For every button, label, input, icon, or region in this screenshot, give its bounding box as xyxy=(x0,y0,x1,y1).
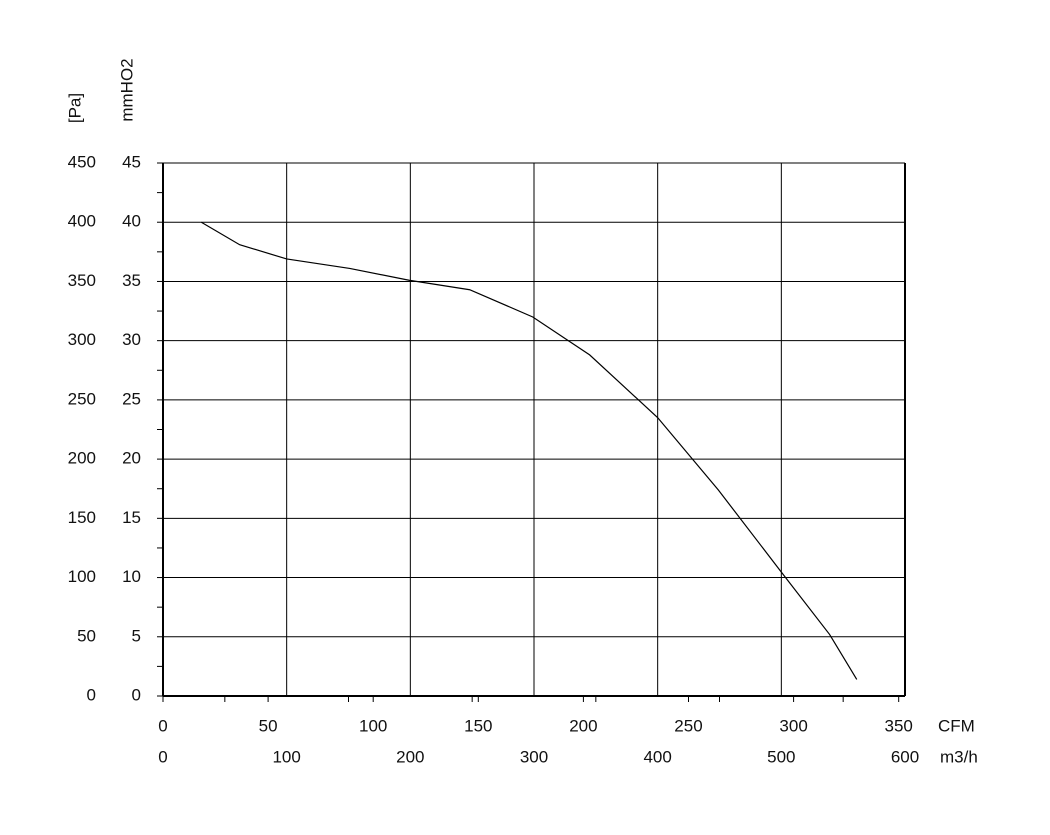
x2-tick-label: 100 xyxy=(359,716,387,735)
y2-tick-label: 100 xyxy=(68,567,96,586)
x2-axis-label: CFM xyxy=(938,716,975,735)
y-tick-label: 20 xyxy=(122,449,141,468)
y2-tick-label: 200 xyxy=(68,449,96,468)
x2-tick-label: 50 xyxy=(259,716,278,735)
y2-tick-label: 450 xyxy=(68,152,96,171)
x-tick-label: 100 xyxy=(272,747,300,766)
y2-tick-label: 300 xyxy=(68,330,96,349)
y2-axis-label: [Pa] xyxy=(65,93,84,123)
y-tick-label: 25 xyxy=(122,389,141,408)
x-tick-label: 400 xyxy=(643,747,671,766)
y-tick-label: 10 xyxy=(122,567,141,586)
x-tick-label: 300 xyxy=(520,747,548,766)
x2-tick-label: 200 xyxy=(569,716,597,735)
y-axis-label: mmHO2 xyxy=(117,58,136,121)
x2-tick-label: 350 xyxy=(885,716,913,735)
y2-tick-label: 350 xyxy=(68,271,96,290)
curve xyxy=(201,221,858,680)
y2-tick-label: 50 xyxy=(77,626,96,645)
y-tick-label: 30 xyxy=(122,330,141,349)
y-tick-label: 45 xyxy=(122,152,141,171)
x-tick-label: 500 xyxy=(767,747,795,766)
y2-tick-label: 0 xyxy=(87,685,96,704)
x-tick-label: 0 xyxy=(158,747,167,766)
x-axis-label: m3/h xyxy=(940,747,978,766)
y-tick-label: 5 xyxy=(132,626,141,645)
x-tick-label: 600 xyxy=(891,747,919,766)
x2-tick-label: 150 xyxy=(464,716,492,735)
x2-tick-label: 300 xyxy=(779,716,807,735)
y-tick-label: 15 xyxy=(122,508,141,527)
y2-tick-label: 250 xyxy=(68,389,96,408)
x2-tick-label: 250 xyxy=(674,716,702,735)
y-tick-label: 40 xyxy=(122,212,141,231)
y-tick-label: 0 xyxy=(132,685,141,704)
y-tick-label: 35 xyxy=(122,271,141,290)
y2-tick-label: 150 xyxy=(68,508,96,527)
y2-tick-label: 400 xyxy=(68,212,96,231)
x2-tick-label: 0 xyxy=(158,716,167,735)
x-tick-label: 200 xyxy=(396,747,424,766)
